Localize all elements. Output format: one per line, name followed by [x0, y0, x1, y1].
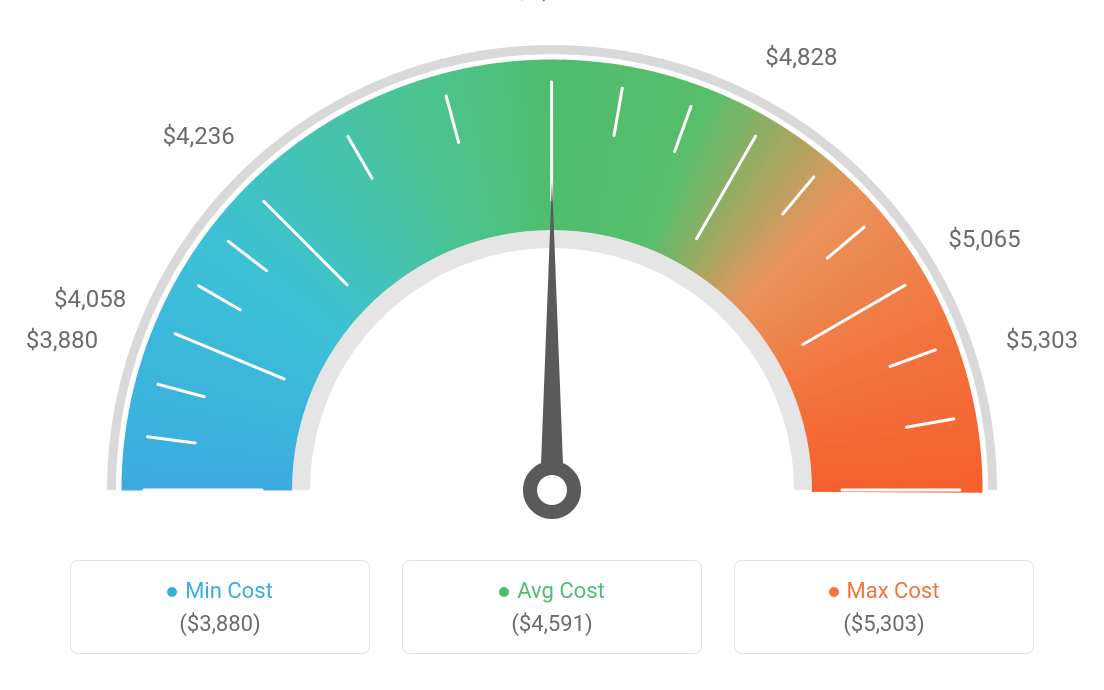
gauge-chart: $3,880 $4,058 $4,236 $4,591 $4,828 $5,065 $5,3… — [0, 0, 1104, 560]
gauge-tick-label: $4,828 — [765, 43, 837, 71]
gauge-tick-label: $4,236 — [163, 122, 235, 150]
legend-dot — [829, 587, 839, 597]
gauge-svg — [0, 0, 1104, 560]
legend-label-row: Avg Cost — [499, 579, 605, 604]
legend-value: ($3,880) — [91, 612, 349, 637]
gauge-tick-label: $5,303 — [1006, 326, 1078, 354]
legend-dot — [499, 587, 509, 597]
gauge-tick-label: $4,058 — [54, 285, 126, 313]
legend-value: ($4,591) — [423, 612, 681, 637]
gauge-needle-base — [530, 468, 574, 512]
legend-label-row: Min Cost — [167, 579, 273, 604]
legend-card: Min Cost ($3,880) — [70, 560, 370, 654]
legend-label: Avg Cost — [517, 579, 605, 604]
legend-value: ($5,303) — [755, 612, 1013, 637]
legend-card: Max Cost ($5,303) — [734, 560, 1034, 654]
gauge-tick-label: $5,065 — [948, 225, 1020, 253]
legend-dot — [167, 587, 177, 597]
legend-card: Avg Cost ($4,591) — [402, 560, 702, 654]
legend-label: Max Cost — [847, 579, 940, 604]
legend-row: Min Cost ($3,880) Avg Cost ($4,591) Max Cost… — [0, 560, 1104, 674]
legend-label-row: Max Cost — [829, 579, 940, 604]
legend-label: Min Cost — [185, 579, 273, 604]
gauge-tick-label: $4,591 — [515, 0, 587, 4]
gauge-tick-label: $3,880 — [26, 326, 98, 354]
